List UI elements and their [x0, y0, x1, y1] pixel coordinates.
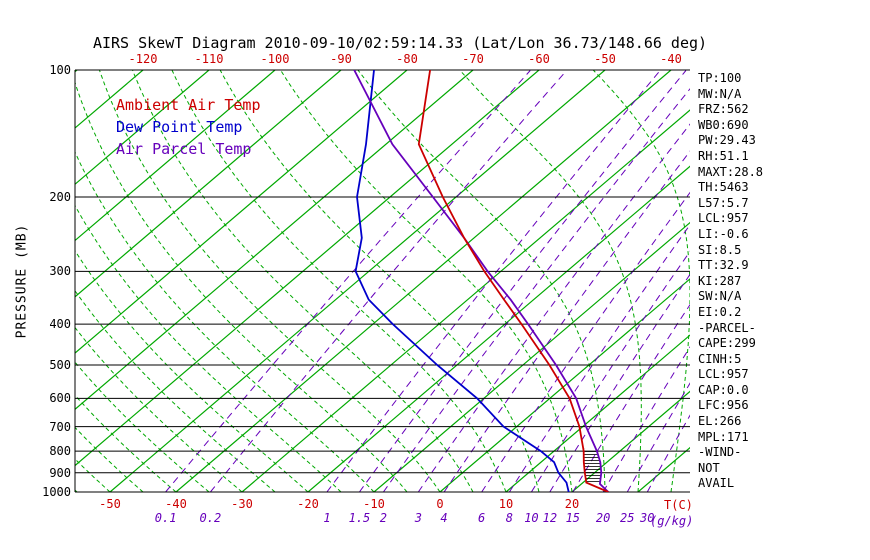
top-axis-tick: -40	[660, 52, 682, 66]
mixing-ratio-tick: 12	[542, 511, 558, 525]
mixing-ratio-tick: 1	[323, 511, 331, 525]
stats-line: MAXT:28.8	[698, 164, 764, 179]
pressure-tick: 700	[49, 419, 71, 434]
stats-line: MPL:171	[698, 429, 749, 444]
legend-item-air-parcel-temp: Air Parcel Temp	[116, 140, 252, 158]
stats-line: EI:0.2	[698, 304, 742, 319]
stats-line: KI:287	[698, 273, 742, 288]
bottom-temp-tick: -50	[99, 497, 121, 511]
mixing-ratio-tick: 20	[595, 511, 611, 525]
stats-line: TP:100	[698, 71, 742, 85]
legend-item-ambient-air-temp: Ambient Air Temp	[116, 96, 261, 114]
stats-line: LFC:956	[698, 398, 749, 413]
mixing-ratio-tick: 3	[414, 511, 422, 525]
legend-item-dew-point-temp: Dew Point Temp	[116, 118, 243, 136]
stats-line: PW:29.43	[698, 133, 756, 148]
stats-line: -PARCEL-	[698, 320, 756, 335]
profile-air-parcel-temp	[353, 70, 609, 492]
bottom-temp-tick: -40	[165, 497, 187, 511]
stats-line: WB0:690	[698, 117, 749, 132]
mixing-ratio-tick: 8	[505, 511, 513, 525]
stats-line: SI:8.5	[698, 242, 742, 257]
top-axis-tick: -100	[260, 52, 290, 66]
stats-line: TH:5463	[698, 180, 749, 195]
stats-line: CINH:5	[698, 351, 742, 366]
pressure-tick: 400	[49, 317, 71, 332]
stats-line: LCL:957	[698, 367, 749, 382]
bottom-temp-tick: 20	[564, 497, 580, 511]
pressure-tick: 1000	[42, 485, 71, 499]
bottom-temp-tick: -20	[297, 497, 319, 511]
mixing-ratio-tick: 1.5	[348, 511, 371, 525]
mixing-ratio-tick: 4	[440, 511, 448, 525]
mixing-ratio-tick: 2	[379, 511, 387, 525]
stats-line: FRZ:562	[698, 102, 749, 117]
top-axis-tick: -60	[528, 52, 550, 66]
page-title: AIRS SkewT Diagram 2010-09-10/02:59:14.3…	[92, 34, 708, 52]
mixing-ratio-unit-label: (g/kg)	[650, 514, 694, 528]
pressure-tick: 200	[49, 190, 71, 205]
profile-ambient-air-temp	[417, 70, 609, 492]
pressure-tick: 300	[49, 264, 71, 279]
mixing-ratio-tick: 30	[640, 511, 655, 525]
stats-line: -WIND-	[698, 445, 742, 460]
stats-line: CAPE:299	[698, 336, 756, 351]
top-axis-tick: -50	[594, 52, 616, 66]
mixing-ratio-tick: 10	[524, 511, 539, 525]
pressure-tick: 800	[49, 444, 71, 459]
stats-line: L57:5.7	[698, 195, 749, 210]
pressure-tick: 900	[49, 465, 71, 480]
top-axis-tick: -90	[330, 52, 352, 66]
stats-line: EL:266	[698, 414, 742, 429]
top-axis-tick: -80	[396, 52, 418, 66]
bottom-temp-tick: 10	[498, 497, 514, 511]
mixing-ratio-tick: 25	[620, 511, 635, 525]
stats-line: SW:N/A	[698, 289, 742, 304]
bottom-temp-tick: 0	[436, 497, 444, 511]
bottom-temp-tick: -30	[231, 497, 253, 511]
mixing-ratio-tick: 0.2	[199, 511, 222, 525]
stats-line: NOT	[698, 460, 720, 475]
stats-line: LCL:957	[698, 211, 749, 226]
stats-line: LI:-0.6	[698, 226, 749, 241]
pressure-tick: 500	[49, 357, 71, 372]
pressure-tick: 600	[49, 391, 71, 406]
top-axis-tick: -70	[462, 52, 484, 66]
stats-line: TT:32.9	[698, 258, 749, 273]
temp-unit-label: T(C)	[664, 498, 693, 512]
top-axis-tick: -110	[194, 52, 224, 66]
mixing-ratio-tick: 6	[478, 511, 486, 525]
stats-line: RH:51.1	[698, 148, 749, 163]
mixing-ratio-tick: 0.1	[154, 511, 177, 525]
pressure-tick: 100	[49, 63, 71, 77]
mixing-ratio-tick: 15	[565, 511, 581, 525]
top-axis-tick: -120	[128, 52, 158, 66]
bottom-temp-tick: -10	[363, 497, 385, 511]
stats-line: AVAIL	[698, 476, 735, 491]
profile-dew-point-temp	[354, 70, 570, 492]
stats-panel: TP:100 MW:N/A FRZ:562 WB0:690 PW:29.43 RH:51.…	[698, 71, 763, 492]
stats-line: CAP:0.0	[698, 382, 749, 397]
stats-line: MW:N/A	[698, 86, 742, 101]
